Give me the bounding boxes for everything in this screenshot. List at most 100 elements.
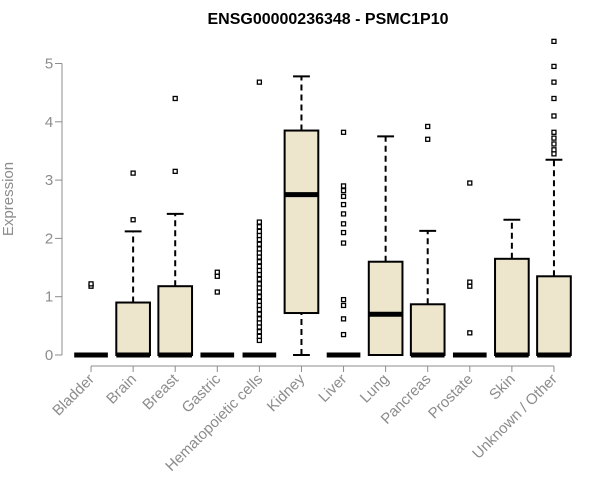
y-tick-label: 5	[45, 56, 53, 73]
box-pancreas	[409, 123, 446, 358]
outlier-point	[340, 316, 347, 322]
outlier-point	[340, 221, 347, 227]
outlier-point	[340, 296, 347, 303]
outlier-point	[256, 79, 263, 85]
iqr-box	[494, 257, 530, 356]
y-tick-label: 3	[45, 172, 53, 189]
outlier-point	[551, 129, 557, 135]
outlier-point	[340, 240, 347, 246]
outlier-point	[256, 224, 263, 230]
outlier-point	[256, 259, 263, 265]
iqr-box	[157, 285, 194, 356]
outlier-point	[256, 316, 263, 322]
outlier-point	[256, 228, 263, 235]
x-tick-label: Prostate	[425, 371, 477, 423]
box-hematopoietic-cells	[242, 79, 277, 358]
box-breast	[157, 95, 194, 358]
box-kidney	[283, 75, 320, 356]
outlier-point	[256, 302, 263, 309]
box-lung	[367, 135, 404, 356]
outlier-point	[425, 123, 431, 130]
outlier-point	[130, 170, 136, 176]
outlier-point	[256, 298, 263, 305]
outlier-point	[256, 219, 263, 225]
outlier-point	[130, 217, 136, 223]
x-tick-label: Kidney	[264, 370, 309, 415]
chart-title: ENSG00000236348 - PSMC1P10	[207, 11, 448, 28]
outlier-point	[551, 147, 557, 153]
outlier-point	[467, 330, 473, 336]
outlier-point	[256, 241, 263, 247]
box-prostate	[452, 180, 487, 358]
box-unknown-other	[536, 38, 572, 358]
outlier-point	[551, 135, 557, 141]
box-series	[74, 38, 572, 358]
outlier-point	[256, 263, 263, 270]
x-tick-label: Bladder	[49, 371, 98, 420]
box-liver	[326, 129, 361, 358]
outlier-point	[88, 281, 94, 287]
outlier-point	[256, 329, 263, 335]
outlier-point	[256, 320, 263, 326]
outlier-point	[551, 151, 557, 157]
iqr-box	[409, 303, 446, 356]
outlier-point	[467, 283, 473, 289]
outlier-point	[551, 38, 557, 44]
outlier-point	[256, 285, 263, 291]
outlier-point	[551, 113, 557, 119]
box-bladder	[74, 281, 108, 358]
outlier-point	[172, 95, 178, 102]
box-brain	[115, 170, 151, 358]
outlier-point	[340, 183, 347, 189]
outlier-point	[256, 311, 263, 317]
iqr-box	[367, 260, 404, 356]
outlier-point	[340, 331, 347, 338]
y-tick-label: 1	[45, 289, 53, 306]
y-tick-label: 4	[45, 114, 53, 131]
outlier-point	[256, 333, 263, 339]
x-tick-label: Lung	[357, 371, 393, 407]
x-tick-label: Liver	[315, 371, 350, 406]
outlier-point	[551, 95, 557, 102]
iqr-box	[536, 275, 572, 357]
outlier-point	[256, 276, 263, 282]
outlier-point	[256, 337, 263, 344]
outlier-point	[172, 168, 178, 175]
outlier-point	[214, 273, 220, 279]
outlier-point	[467, 279, 473, 285]
outlier-point	[340, 201, 347, 208]
outlier-point	[551, 63, 557, 70]
x-tick-label: Brain	[103, 371, 140, 408]
outlier-point	[340, 211, 347, 217]
outlier-point	[256, 324, 263, 330]
x-tick-label: Skin	[486, 371, 519, 404]
y-axis: 0 1 2 3 4 5	[45, 56, 63, 364]
outlier-point	[467, 180, 473, 186]
outlier-point	[256, 267, 263, 274]
outlier-point	[214, 269, 220, 275]
outlier-point	[256, 246, 263, 252]
y-tick-label: 2	[45, 230, 53, 247]
outlier-point	[340, 193, 347, 200]
outlier-point	[214, 289, 220, 295]
outlier-point	[340, 302, 347, 309]
outlier-point	[256, 271, 263, 278]
outlier-point	[256, 289, 263, 295]
outlier-point	[551, 79, 557, 85]
outlier-point	[256, 232, 263, 239]
outlier-point	[256, 254, 263, 260]
iqr-box	[283, 129, 320, 315]
x-tick-label: Breast	[139, 370, 182, 413]
outlier-point	[340, 229, 347, 236]
y-tick-label: 0	[45, 347, 53, 364]
outlier-point	[256, 236, 263, 243]
box-skin	[494, 218, 530, 358]
outlier-point	[256, 250, 263, 256]
outlier-point	[425, 136, 431, 142]
outlier-point	[551, 141, 557, 147]
outlier-point	[256, 281, 263, 287]
box-gastric	[200, 269, 235, 358]
outlier-point	[340, 187, 347, 194]
